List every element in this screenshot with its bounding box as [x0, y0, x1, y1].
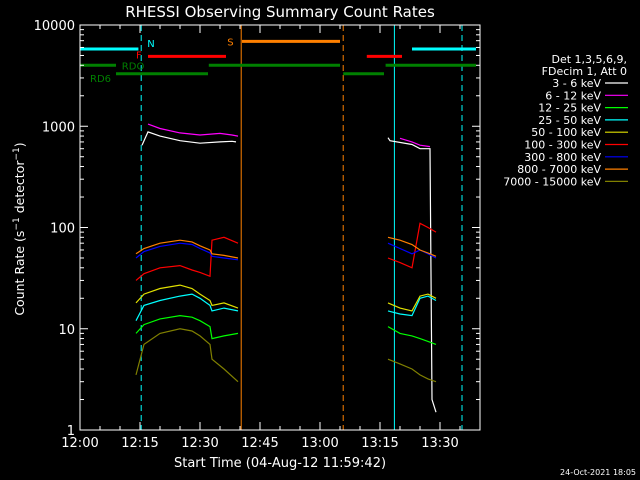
- series-line-7-0: [135, 239, 239, 259]
- series-line-5-0: [135, 236, 239, 281]
- series-line-1-0: [147, 123, 239, 137]
- x-tick-label-3: 12:45: [241, 436, 278, 451]
- y-tick-label-0: 1: [67, 424, 75, 439]
- flag-label-n: N: [147, 39, 154, 50]
- series-line-3-1: [387, 295, 437, 317]
- series-line-4-0: [135, 284, 239, 309]
- x-tick-label-6: 13:30: [421, 436, 458, 451]
- plot-frame: [79, 24, 481, 431]
- footer-timestamp: 24-Oct-2021 18:05: [560, 468, 636, 477]
- series-line-2-0: [135, 314, 239, 340]
- series-line-8-1: [387, 358, 437, 383]
- series-line-0-0: [141, 131, 237, 146]
- y-tick-label-3: 1000: [42, 120, 75, 135]
- series-line-6-0: [135, 242, 239, 261]
- legend: Det 1,3,5,6,9,FDecim 1, Att 03 - 6 keV6 …: [503, 53, 628, 188]
- legend-label-2: 12 - 25 keV: [538, 102, 601, 115]
- series-line-4-1: [387, 293, 437, 312]
- legend-label-6: 300 - 800 keV: [524, 151, 601, 164]
- x-tick-label-5: 13:15: [361, 436, 398, 451]
- series-line-1-1: [399, 137, 431, 148]
- series-line-7-1: [387, 236, 437, 257]
- flag-label-rdo: RDO: [122, 61, 145, 72]
- x-tick-label-0: 12:00: [61, 436, 98, 451]
- y-tick-label-1: 10: [58, 323, 75, 338]
- series-line-8-0: [135, 328, 239, 383]
- legend-header-0: Det 1,3,5,6,9,: [551, 53, 627, 66]
- flag-label-rd6: RD6: [90, 74, 111, 85]
- legend-label-1: 6 - 12 keV: [545, 89, 601, 102]
- chart-title: RHESSI Observing Summary Count Rates: [125, 3, 435, 21]
- y-tick-label-2: 100: [50, 222, 75, 237]
- y-tick-label-4: 10000: [34, 19, 75, 34]
- series-line-3-0: [135, 293, 239, 321]
- series-line-6-1: [387, 242, 437, 259]
- legend-label-7: 800 - 7000 keV: [517, 163, 601, 176]
- series-line-2-1: [387, 326, 437, 345]
- x-tick-label-4: 13:00: [301, 436, 338, 451]
- x-tick-label-1: 12:15: [121, 436, 158, 451]
- legend-label-3: 25 - 50 keV: [538, 114, 601, 127]
- legend-header-1: FDecim 1, Att 0: [542, 65, 627, 78]
- series-line-0-1: [387, 137, 437, 413]
- flag-label-f: F: [136, 50, 142, 61]
- legend-label-4: 50 - 100 keV: [531, 126, 601, 139]
- legend-label-5: 100 - 300 keV: [524, 139, 601, 152]
- flag-label-s: S: [227, 37, 233, 48]
- series-line-5-1: [387, 222, 437, 269]
- legend-label-0: 3 - 6 keV: [552, 77, 601, 90]
- x-axis-label: Start Time (04-Aug-12 11:59:42): [174, 456, 386, 471]
- legend-label-8: 7000 - 15000 keV: [503, 175, 601, 188]
- x-tick-label-2: 12:30: [181, 436, 218, 451]
- y-axis-label: Count Rate (s−1 detector−1): [12, 142, 27, 315]
